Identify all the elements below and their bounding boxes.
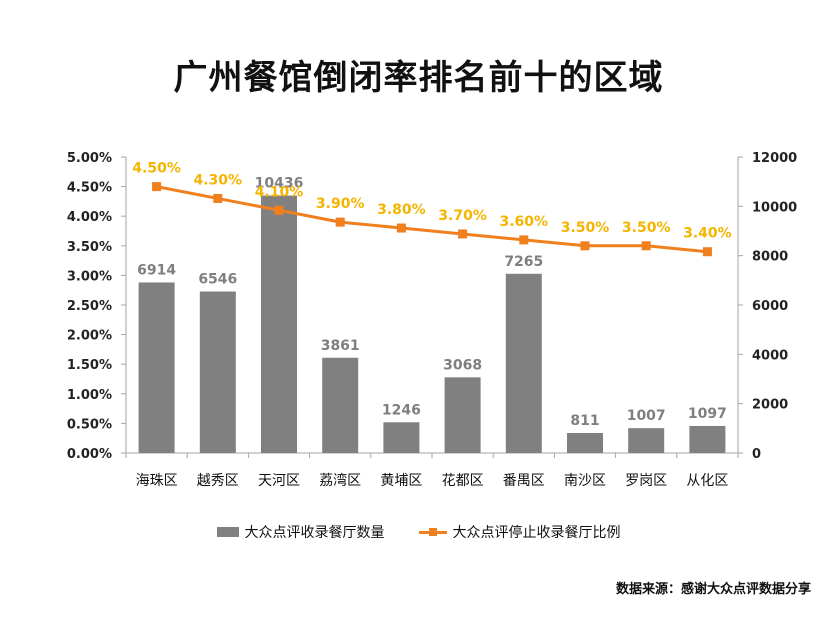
right-tick-label: 4000	[752, 348, 788, 363]
right-tick-label: 6000	[752, 299, 788, 314]
bar-value-label: 7265	[504, 254, 543, 270]
bar-value-label: 1007	[627, 408, 666, 424]
line-value-label: 4.50%	[132, 161, 181, 177]
left-tick-label: 4.50%	[67, 181, 112, 196]
line-marker	[641, 241, 651, 251]
bar-value-label: 6914	[137, 262, 176, 278]
line-marker	[396, 223, 406, 233]
left-tick-label: 1.50%	[67, 358, 112, 373]
left-tick-label: 0.00%	[67, 447, 112, 462]
category-label: 南沙区	[564, 473, 606, 489]
left-tick-label: 2.00%	[67, 329, 112, 344]
bar	[383, 422, 420, 453]
line-marker	[519, 235, 529, 245]
right-tick-label: 8000	[752, 250, 788, 265]
bar-value-label: 1097	[688, 406, 727, 422]
category-label: 天河区	[258, 473, 300, 489]
left-tick-label: 5.00%	[67, 151, 112, 166]
right-tick-label: 12000	[752, 151, 797, 166]
bar	[138, 282, 175, 453]
legend-line-label: 大众点评停止收录餐厅比例	[452, 525, 621, 541]
line-series	[156, 185, 708, 254]
right-tick-label: 0	[752, 447, 761, 462]
category-label: 海珠区	[136, 473, 178, 489]
bar	[689, 425, 726, 453]
line-marker	[213, 193, 223, 203]
category-label: 从化区	[686, 473, 728, 489]
left-tick-label: 4.00%	[67, 210, 112, 225]
line-value-label: 3.40%	[683, 226, 732, 242]
right-tick-label: 10000	[752, 200, 797, 215]
left-tick-label: 2.50%	[67, 299, 112, 314]
legend-bar-label: 大众点评收录餐厅数量	[244, 525, 385, 541]
bar	[444, 377, 481, 453]
category-label: 越秀区	[197, 473, 239, 489]
bar-value-label: 6546	[198, 272, 237, 288]
bar	[261, 195, 297, 453]
right-tick-label: 2000	[752, 398, 788, 413]
category-label: 罗岗区	[625, 473, 667, 489]
chart-title: 广州餐馆倒闭率排名前十的区域	[173, 58, 664, 98]
line-marker	[152, 182, 162, 192]
line-value-label: 4.30%	[194, 172, 243, 188]
bar	[505, 273, 542, 453]
left-tick-label: 3.50%	[67, 240, 112, 255]
line-value-label: 3.70%	[438, 208, 487, 224]
line-marker	[580, 241, 590, 251]
legend-item-line: 大众点评停止收录餐厅比例	[418, 522, 621, 542]
bar	[567, 432, 603, 453]
legend-bar-swatch	[216, 527, 239, 537]
left-tick-label: 1.00%	[67, 388, 112, 403]
bar-value-label: 10436	[255, 176, 304, 192]
line-value-label: 3.50%	[561, 220, 610, 236]
line-value-label: 3.50%	[622, 220, 671, 236]
category-label: 荔湾区	[319, 472, 361, 489]
bar	[628, 428, 665, 453]
line-value-label: 4.10%	[255, 184, 304, 200]
line-marker	[458, 229, 468, 239]
bar-value-label: 3068	[443, 357, 482, 373]
legend-item-bar: 大众点评收录餐厅数量	[216, 522, 385, 542]
bar	[199, 291, 236, 453]
bar	[322, 357, 359, 453]
category-label: 花都区	[442, 473, 484, 489]
category-label: 番禺区	[503, 473, 545, 489]
legend: 大众点评收录餐厅数量 大众点评停止收录餐厅比例	[0, 522, 837, 542]
left-tick-label: 3.00%	[67, 269, 112, 284]
bar-value-label: 811	[570, 413, 599, 429]
line-value-label: 3.90%	[316, 196, 365, 212]
line-marker	[274, 205, 284, 215]
line-value-label: 3.60%	[500, 214, 549, 230]
line-marker	[702, 247, 712, 257]
line-value-label: 3.80%	[377, 202, 426, 218]
bar-value-label: 1246	[382, 402, 421, 418]
source-note: 数据来源：感谢大众点评数据分享	[615, 582, 811, 597]
bar-value-label: 3861	[321, 338, 360, 354]
line-marker	[335, 217, 345, 227]
legend-line-swatch	[418, 527, 447, 537]
category-label: 黄埔区	[380, 472, 422, 489]
left-tick-label: 0.50%	[67, 417, 112, 432]
